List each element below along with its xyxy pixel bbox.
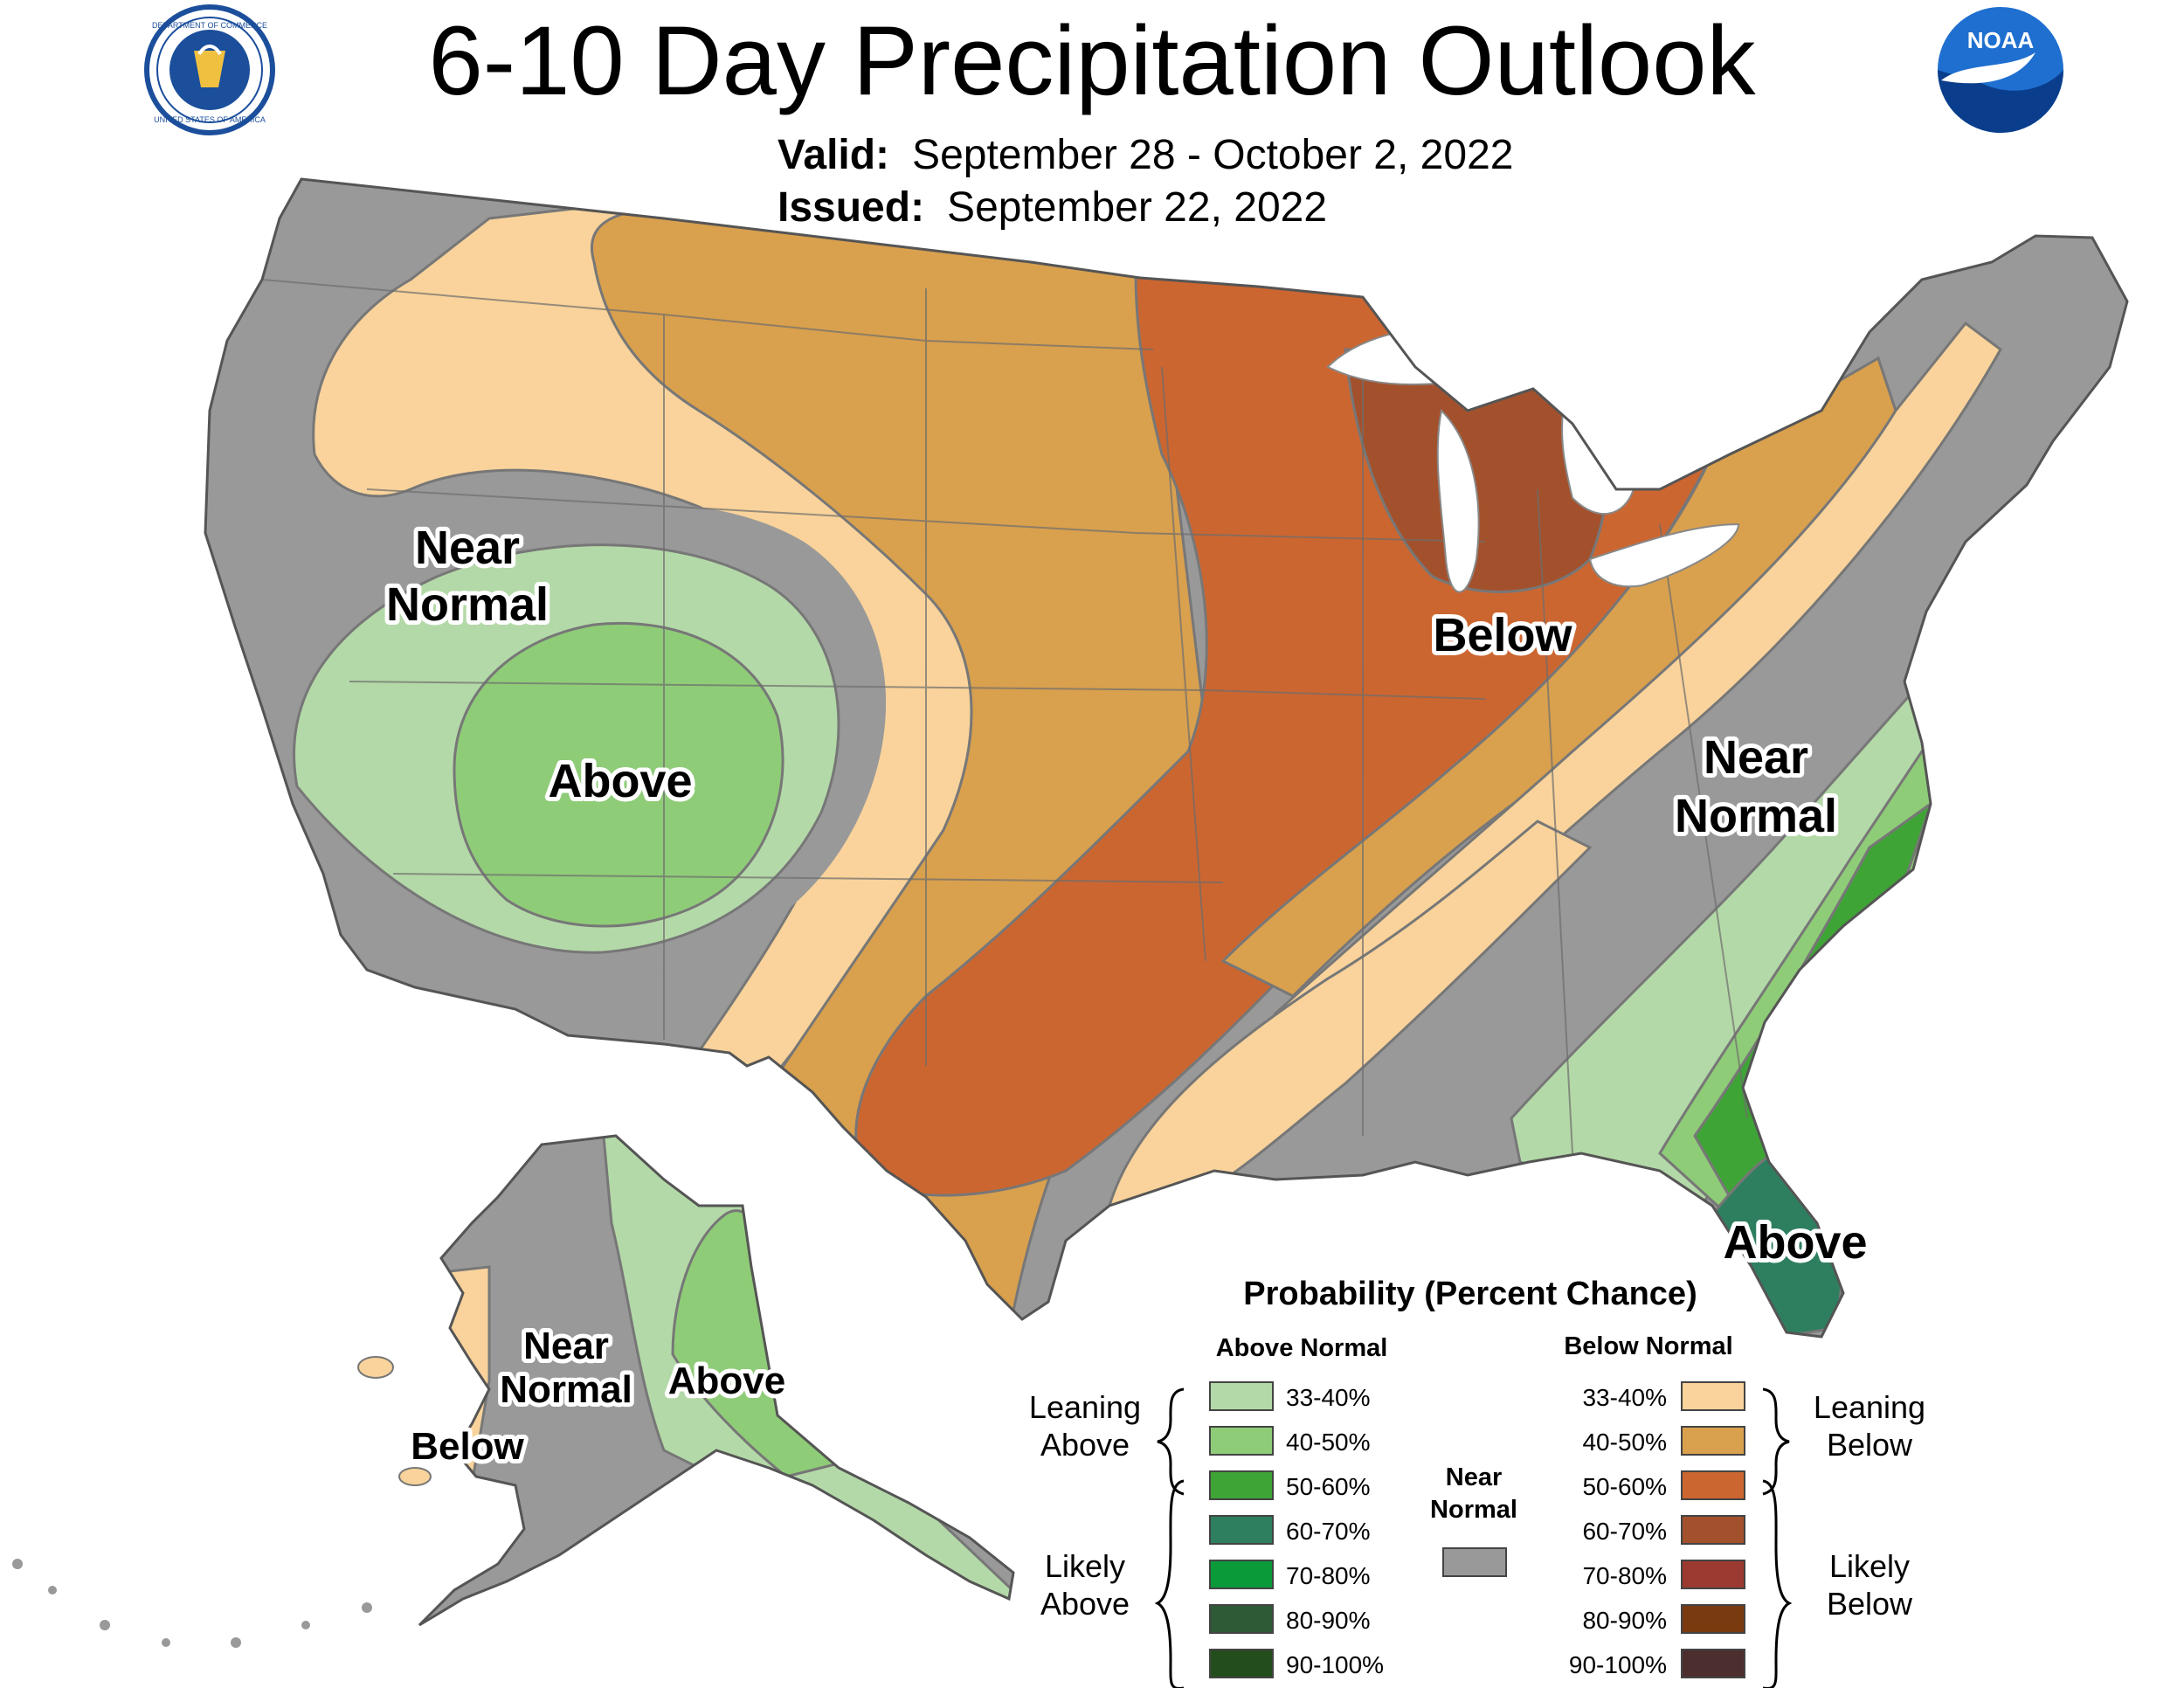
legend-likely-above-line1: Likely (1045, 1548, 1125, 1584)
label-west-near-normal-line2: Normal (386, 578, 549, 631)
legend-below-item-label: 70-80% (1582, 1562, 1667, 1589)
legend-below-items: 33-40% 40-50% 50-60% 60-70% 70-80% 80-90% 90-1… (1569, 1381, 1745, 1678)
legend-below-item-swatch (1681, 1560, 1745, 1589)
contiguous-us-map (205, 179, 2127, 1337)
above-west (453, 621, 784, 928)
legend-below-item-swatch (1681, 1604, 1745, 1634)
label-alaska-below: Below (411, 1425, 524, 1468)
label-west-above: Above (548, 755, 692, 807)
legend-above-item-swatch (1209, 1426, 1274, 1456)
seal-text-bottom: UNITED STATES OF AMERICA (154, 115, 266, 124)
valid-value: September 28 - October 2, 2022 (912, 132, 1514, 178)
legend-below-item-label: 80-90% (1582, 1607, 1667, 1634)
lake-michigan (1436, 408, 1480, 593)
seal-text-top: DEPARTMENT OF COMMERCE (152, 21, 267, 30)
valid-label: Valid: (778, 132, 890, 178)
legend-above-item-label: 80-90% (1286, 1607, 1371, 1634)
legend-braces (1154, 1387, 1793, 1688)
legend-above-item-swatch (1209, 1470, 1274, 1500)
issued-label: Issued: (778, 184, 925, 231)
legend-above-item-swatch (1209, 1604, 1274, 1634)
legend-below-item-label: 33-40% (1582, 1384, 1667, 1411)
legend-leaning-below-line1: Leaning (1814, 1389, 1925, 1425)
lake-erie (1588, 522, 1740, 588)
legend-near-normal-swatch (1442, 1547, 1507, 1577)
label-east-near-normal-line2: Normal (1675, 790, 1837, 842)
label-alaska-near-normal-line1: Near (523, 1325, 609, 1367)
legend-above-item-label: 70-80% (1286, 1562, 1371, 1589)
legend-above-item-label: 33-40% (1286, 1384, 1371, 1411)
legend-below-item-swatch (1681, 1515, 1745, 1545)
label-florida-above: Above (1723, 1216, 1867, 1269)
legend-near-header-line1: Near (1446, 1463, 1503, 1491)
legend-likely-below-line2: Below (1827, 1586, 1913, 1622)
legend-leaning-above-line1: Leaning (1029, 1389, 1141, 1425)
label-alaska-near-normal-line2: Normal (500, 1368, 632, 1411)
legend-likely-above-line2: Above (1040, 1586, 1130, 1622)
legend-leaning-above-line2: Above (1040, 1427, 1130, 1463)
legend-above-header: Above Normal (1216, 1334, 1388, 1362)
alaska-outline (418, 1134, 1015, 1627)
state-boundaries (261, 279, 1748, 1154)
issued-value: September 22, 2022 (947, 184, 1328, 231)
legend-above-item-swatch (1209, 1649, 1274, 1678)
noaa-logo: NOAA (1938, 7, 2063, 133)
legend-below-item-label: 90-100% (1569, 1651, 1667, 1678)
us-outline (204, 177, 2129, 1339)
leaning-below-gulf (1108, 820, 1593, 1215)
legend-above-item-swatch (1209, 1381, 1274, 1411)
legend-above-item-label: 60-70% (1286, 1518, 1371, 1545)
legend-above-item-label: 50-60% (1286, 1473, 1371, 1500)
label-west-near-normal-line1: Near (415, 522, 520, 574)
issued-date: Issued: September 22, 2022 (778, 183, 1327, 232)
legend-above-item-swatch (1209, 1515, 1274, 1545)
legend: Probability (Percent Chance) Above Norma… (1029, 1276, 1925, 1688)
map-labels: Near Normal Above Below Near Normal Abov… (382, 517, 1872, 1472)
legend-below-item-swatch (1681, 1381, 1745, 1411)
valid-dates: Valid: September 28 - October 2, 2022 (778, 131, 1513, 179)
noaa-logo-text: NOAA (1967, 27, 2035, 53)
legend-below-item-label: 50-60% (1582, 1473, 1667, 1500)
legend-below-item-swatch (1681, 1470, 1745, 1500)
page-title: 6-10 Day Precipitation Outlook (428, 6, 1756, 115)
aleutian-islands (12, 1559, 372, 1648)
legend-near-header-line2: Normal (1430, 1496, 1517, 1524)
legend-below-item-label: 60-70% (1582, 1518, 1667, 1545)
alaska-island (398, 1467, 432, 1486)
legend-below-item-label: 40-50% (1582, 1429, 1667, 1456)
label-alaska-above: Above (668, 1359, 785, 1402)
legend-leaning-below-line2: Below (1827, 1427, 1913, 1463)
legend-likely-below-line1: Likely (1829, 1548, 1910, 1584)
legend-above-item-swatch (1209, 1560, 1274, 1589)
legend-above-item-label: 40-50% (1286, 1429, 1371, 1456)
alaska-island (357, 1356, 394, 1379)
legend-above-item-label: 90-100% (1286, 1651, 1384, 1678)
department-of-commerce-seal: DEPARTMENT OF COMMERCE UNITED STATES OF … (144, 4, 275, 135)
legend-title: Probability (Percent Chance) (1243, 1276, 1697, 1312)
legend-below-item-swatch (1681, 1426, 1745, 1456)
label-east-near-normal-line1: Near (1704, 731, 1808, 784)
lake-huron (1561, 400, 1635, 515)
label-midwest-below: Below (1433, 609, 1572, 661)
legend-above-items: 33-40% 40-50% 50-60% 60-70% 70-80% 80-90% 90-1… (1209, 1381, 1384, 1678)
legend-below-header: Below Normal (1564, 1332, 1732, 1360)
legend-below-item-swatch (1681, 1649, 1745, 1678)
